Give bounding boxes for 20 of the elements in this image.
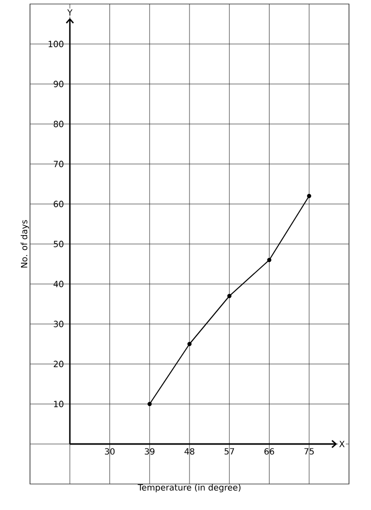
- x-axis-title: Temperature (in degree): [138, 484, 240, 492]
- point: [187, 342, 192, 346]
- annotation: Y: [67, 9, 72, 16]
- point: [227, 294, 232, 298]
- y-tick-label: 60: [54, 200, 64, 208]
- y-tick-label: 30: [54, 320, 64, 328]
- y-tick-label: 70: [54, 160, 64, 168]
- point: [148, 402, 152, 406]
- y-tick-label: 10: [54, 400, 64, 408]
- x-tick-label: 48: [184, 448, 194, 455]
- annotation: X: [339, 440, 345, 448]
- point: [307, 194, 312, 198]
- y-axis-title: No. of days: [20, 220, 29, 268]
- y-tick-label: 100: [48, 40, 64, 48]
- y-tick-label: 80: [54, 120, 64, 128]
- point: [267, 258, 272, 262]
- y-tick-label: 50: [54, 240, 64, 248]
- y-tick-label: 20: [54, 360, 64, 368]
- y-tick-label: 40: [54, 280, 64, 288]
- y-tick-label: 90: [54, 80, 64, 88]
